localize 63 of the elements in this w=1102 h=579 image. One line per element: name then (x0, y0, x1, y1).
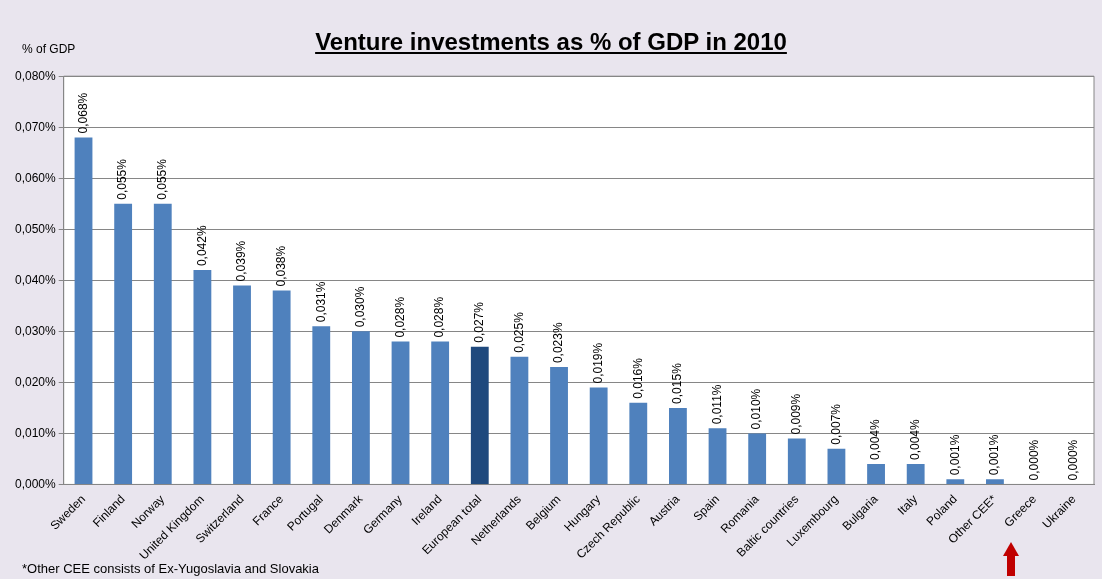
data-label: 0,001% (987, 434, 1002, 476)
y-tick-label: 0,010% (15, 425, 57, 440)
bar (906, 464, 925, 484)
data-label: 0,010% (749, 388, 764, 430)
bar (748, 433, 767, 484)
data-label: 0,039% (234, 240, 249, 282)
y-tick-label: 0,040% (15, 272, 57, 287)
bar (708, 428, 727, 484)
bar (193, 270, 212, 484)
bar (153, 203, 172, 484)
chart-title: Venture investments as % of GDP in 2010 (315, 28, 787, 55)
bar (827, 448, 846, 484)
bar (550, 367, 568, 484)
data-label: 0,004% (907, 419, 922, 461)
y-tick-label: 0,030% (15, 323, 57, 338)
data-label: 0,019% (590, 342, 605, 384)
data-label: 0,055% (155, 158, 170, 200)
data-label: 0,001% (947, 434, 962, 476)
y-tick-label: 0,050% (15, 221, 57, 236)
bar (351, 331, 370, 484)
data-label: 0,000% (1026, 439, 1041, 481)
data-label: 0,016% (630, 357, 645, 399)
bar (470, 346, 489, 484)
y-tick-label: 0,000% (15, 476, 57, 491)
bar (431, 341, 450, 484)
bar (510, 356, 529, 484)
y-axis-title: % of GDP (22, 42, 76, 56)
data-label: 0,038% (273, 245, 288, 287)
x-tick-label: Italy (894, 492, 921, 518)
data-label: 0,031% (313, 281, 328, 323)
data-label: 0,011% (709, 384, 724, 425)
bar (867, 464, 885, 484)
bar (233, 285, 251, 484)
bar (629, 402, 648, 484)
data-label: 0,028% (432, 296, 447, 338)
bar (114, 203, 133, 484)
data-label: 0,004% (868, 419, 883, 461)
bar (74, 137, 93, 484)
y-tick-label: 0,060% (15, 170, 57, 185)
bar (986, 479, 1004, 484)
data-label: 0,030% (353, 286, 368, 328)
data-label: 0,000% (1066, 439, 1081, 481)
data-label: 0,015% (670, 362, 685, 404)
data-label: 0,055% (115, 158, 130, 200)
bar (787, 438, 806, 484)
data-label: 0,068% (75, 92, 90, 134)
data-label: 0,025% (511, 311, 526, 353)
y-tick-label: 0,080% (15, 68, 57, 83)
data-label: 0,027% (472, 301, 487, 343)
data-label: 0,009% (789, 393, 804, 435)
data-label: 0,028% (392, 296, 407, 338)
data-label: 0,023% (551, 322, 566, 364)
data-label: 0,007% (828, 403, 843, 445)
y-tick-label: 0,070% (15, 119, 57, 134)
y-tick-label: 0,020% (15, 374, 57, 389)
bar (312, 326, 331, 484)
bar (669, 407, 687, 484)
bar (391, 341, 410, 484)
data-label: 0,042% (194, 225, 209, 267)
bar (589, 387, 608, 484)
text: *Other CEE consists of Ex-Yugoslavia and Slovakia (22, 561, 319, 576)
bar (272, 290, 291, 484)
bar (946, 479, 965, 484)
